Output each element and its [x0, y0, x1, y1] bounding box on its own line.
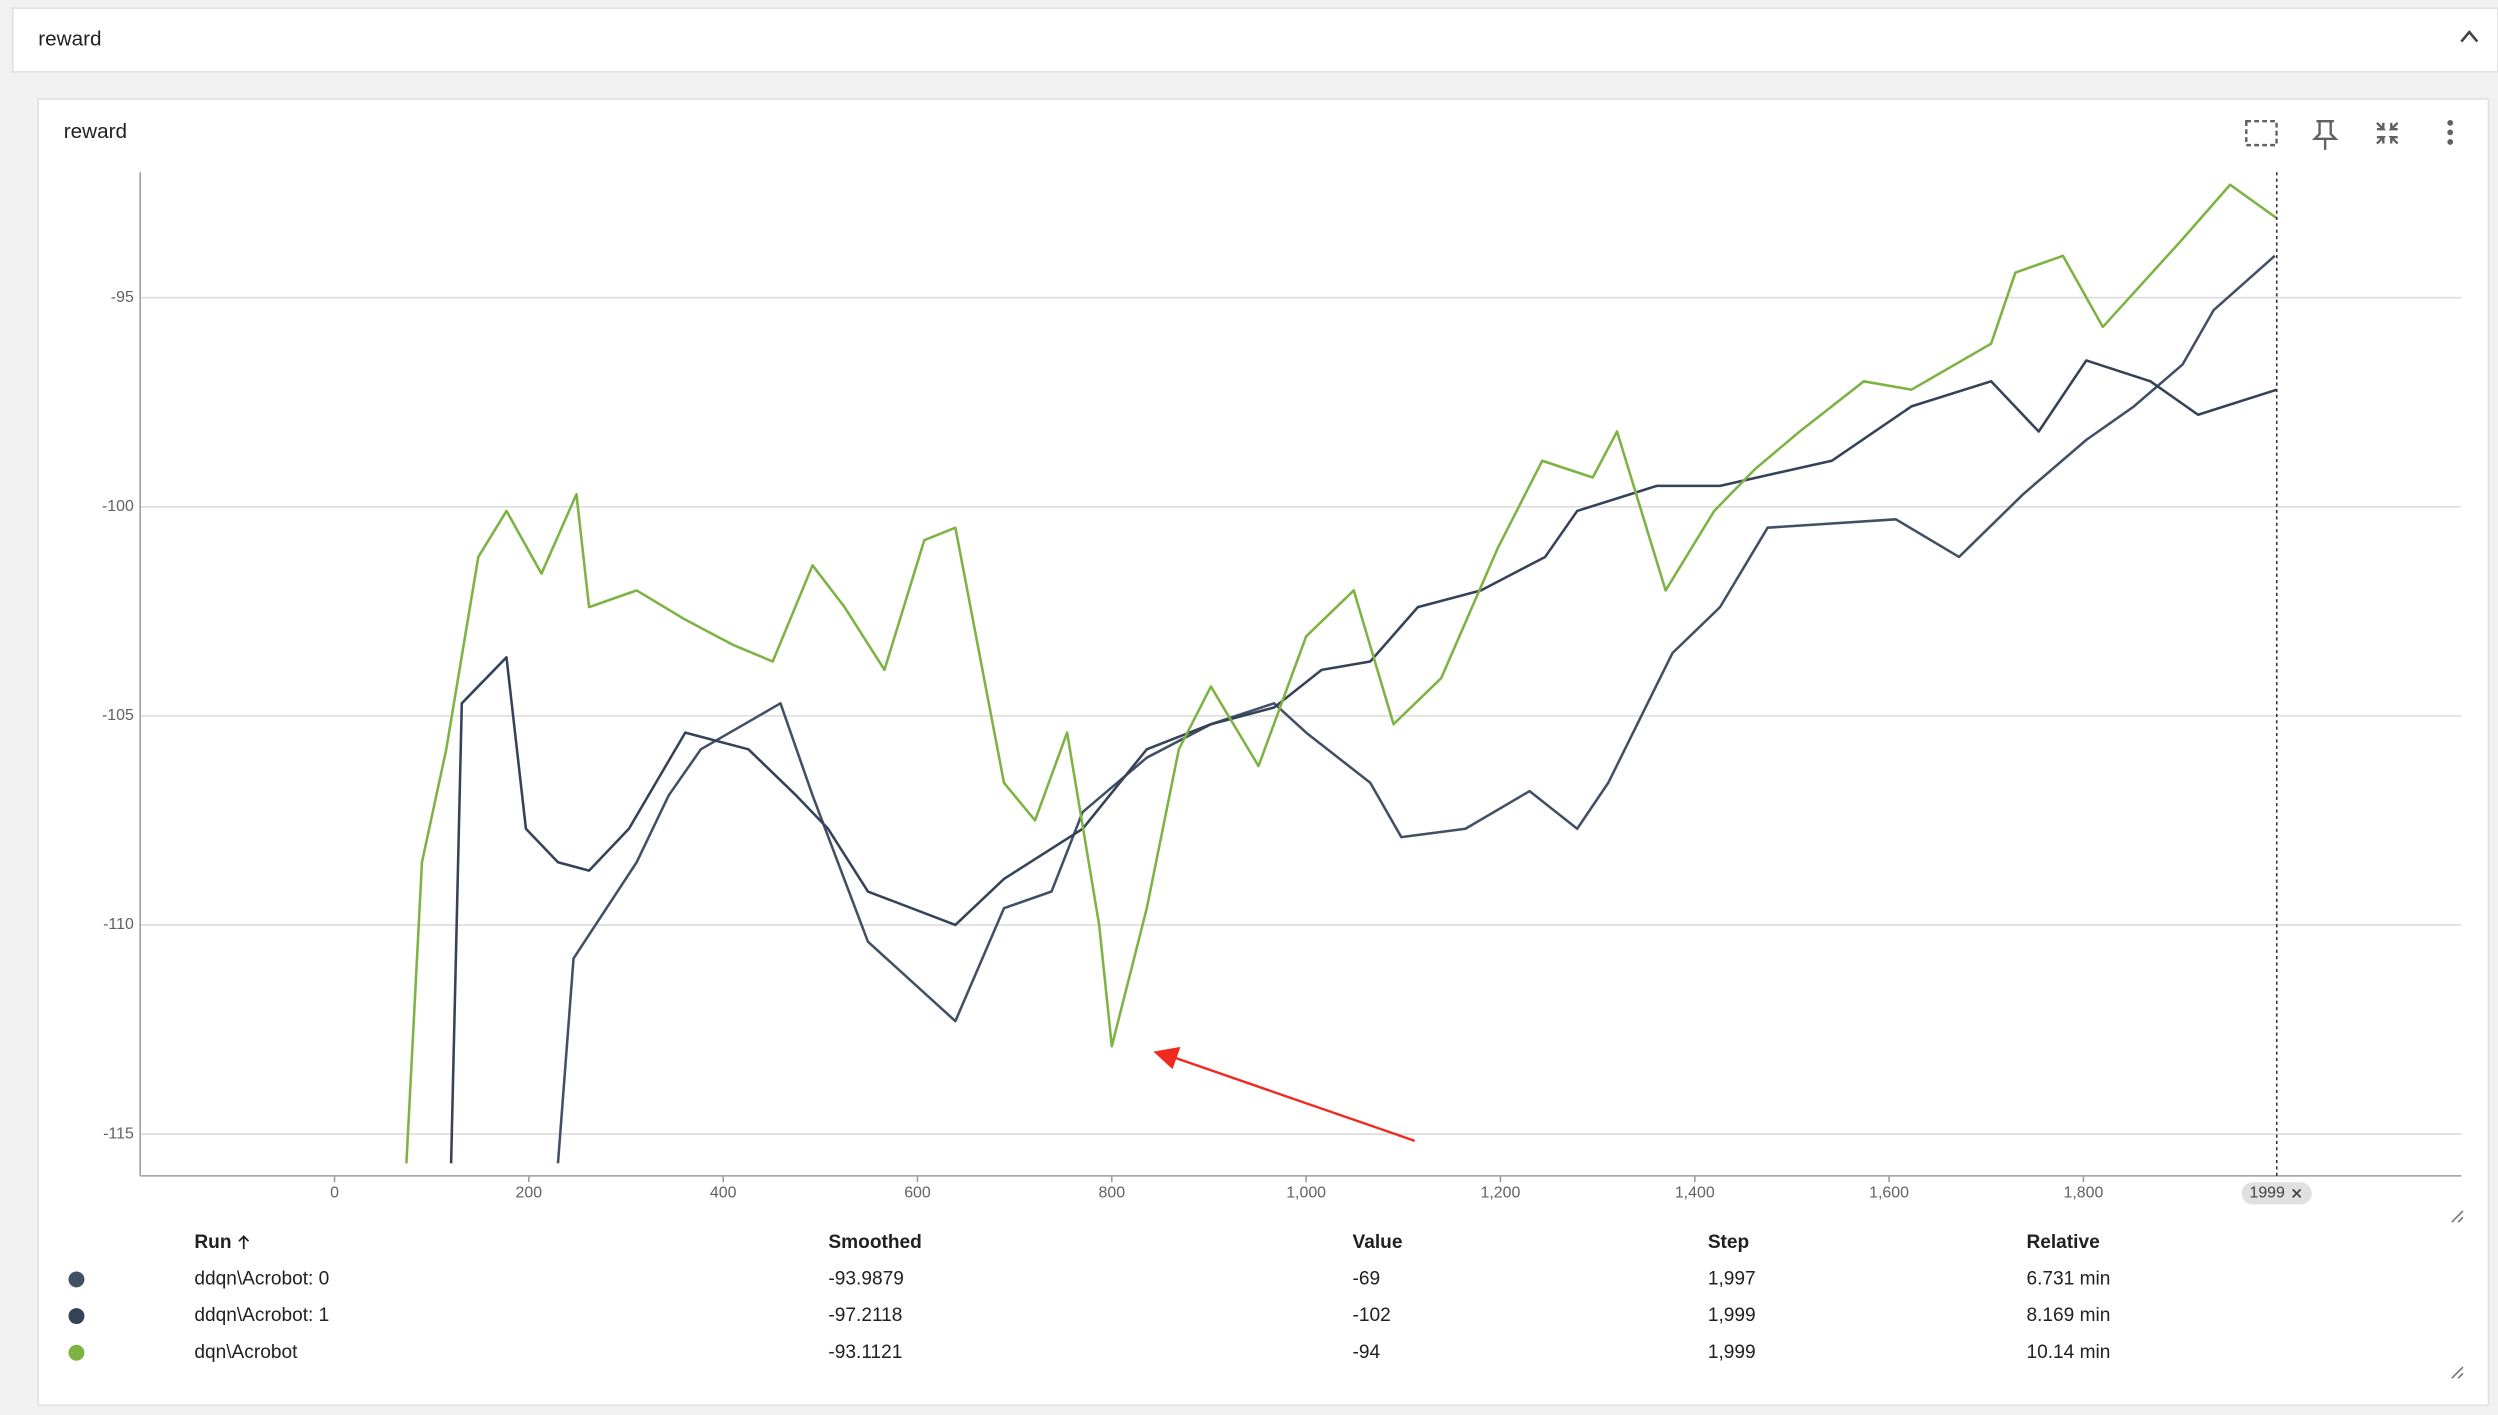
section-title: reward — [38, 27, 101, 50]
section-header[interactable] — [11, 7, 2498, 73]
y-tick-label: -115 — [103, 1125, 134, 1142]
resize-handle[interactable] — [2451, 1366, 2464, 1379]
resize-handle[interactable] — [2451, 1210, 2464, 1223]
run-name: dqn\Acrobot — [194, 1342, 298, 1363]
more-icon[interactable] — [2447, 119, 2454, 145]
table-cell: 1,997 — [1708, 1268, 1756, 1289]
run-color-dot — [68, 1308, 85, 1325]
table-cell: -97.2118 — [828, 1305, 902, 1326]
x-tick-label: 200 — [516, 1185, 543, 1202]
collapse-icon[interactable] — [2460, 30, 2479, 43]
table-cell: 10.14 min — [2026, 1342, 2110, 1363]
y-tick-label: -105 — [102, 707, 134, 724]
table-cell: -93.1121 — [828, 1342, 902, 1363]
column-header[interactable]: Smoothed — [828, 1232, 921, 1253]
run-name: ddqn\Acrobot: 1 — [194, 1305, 329, 1326]
table-cell: 1,999 — [1708, 1305, 1756, 1326]
table-cell: -94 — [1353, 1342, 1381, 1363]
column-header[interactable]: Run — [194, 1232, 231, 1253]
table-cell: -69 — [1353, 1268, 1381, 1289]
x-tick-label: 1,400 — [1675, 1185, 1715, 1202]
table-cell: -102 — [1353, 1305, 1391, 1326]
annotation-arrow — [1170, 1055, 1416, 1142]
step-marker-close[interactable] — [2292, 1188, 2302, 1199]
table-cell: 6.731 min — [2026, 1268, 2110, 1289]
series-line — [449, 359, 2278, 1164]
x-tick-label: 0 — [330, 1185, 339, 1202]
table-cell: 8.169 min — [2026, 1305, 2110, 1326]
sort-arrow[interactable] — [238, 1235, 250, 1250]
x-tick-label: 600 — [904, 1185, 931, 1202]
column-header[interactable]: Relative — [2026, 1232, 2099, 1253]
series-line — [556, 254, 2276, 1164]
y-tick-label: -110 — [103, 916, 134, 933]
run-color-dot — [68, 1344, 85, 1361]
run-name: ddqn\Acrobot: 0 — [194, 1268, 329, 1289]
column-header[interactable]: Value — [1353, 1232, 1403, 1253]
step-marker-badge[interactable] — [2241, 1182, 2312, 1205]
collapse-chart-icon[interactable] — [2376, 121, 2399, 145]
y-tick-label: -95 — [111, 289, 134, 306]
series-line — [405, 183, 2278, 1164]
annotation-arrowhead — [1153, 1046, 1181, 1070]
step-marker-label: 1999 — [2249, 1185, 2285, 1202]
y-tick-label: -100 — [102, 498, 134, 515]
fit-icon[interactable] — [2245, 120, 2278, 147]
data-table: Run Smoothed Value Step Relative ddqn\Acrobot… — [68, 1232, 2110, 1363]
x-tick-label: 1,800 — [2063, 1185, 2103, 1202]
pin-icon[interactable] — [2311, 120, 2339, 150]
x-tick-label: 800 — [1099, 1185, 1126, 1202]
x-tick-label: 1,600 — [1869, 1185, 1909, 1202]
table-cell: -93.9879 — [828, 1268, 903, 1289]
plot: -115 -110 -105 -100 -95 0 200 400 600 800 1,000 1,2… — [102, 172, 2462, 1205]
x-tick-label: 1,000 — [1286, 1185, 1326, 1202]
card-title: reward — [64, 120, 127, 143]
run-color-dot — [68, 1271, 85, 1288]
x-tick-label: 400 — [710, 1185, 737, 1202]
table-cell: 1,999 — [1708, 1342, 1756, 1363]
column-header[interactable]: Step — [1708, 1232, 1749, 1253]
x-tick-label: 1,200 — [1481, 1185, 1521, 1202]
